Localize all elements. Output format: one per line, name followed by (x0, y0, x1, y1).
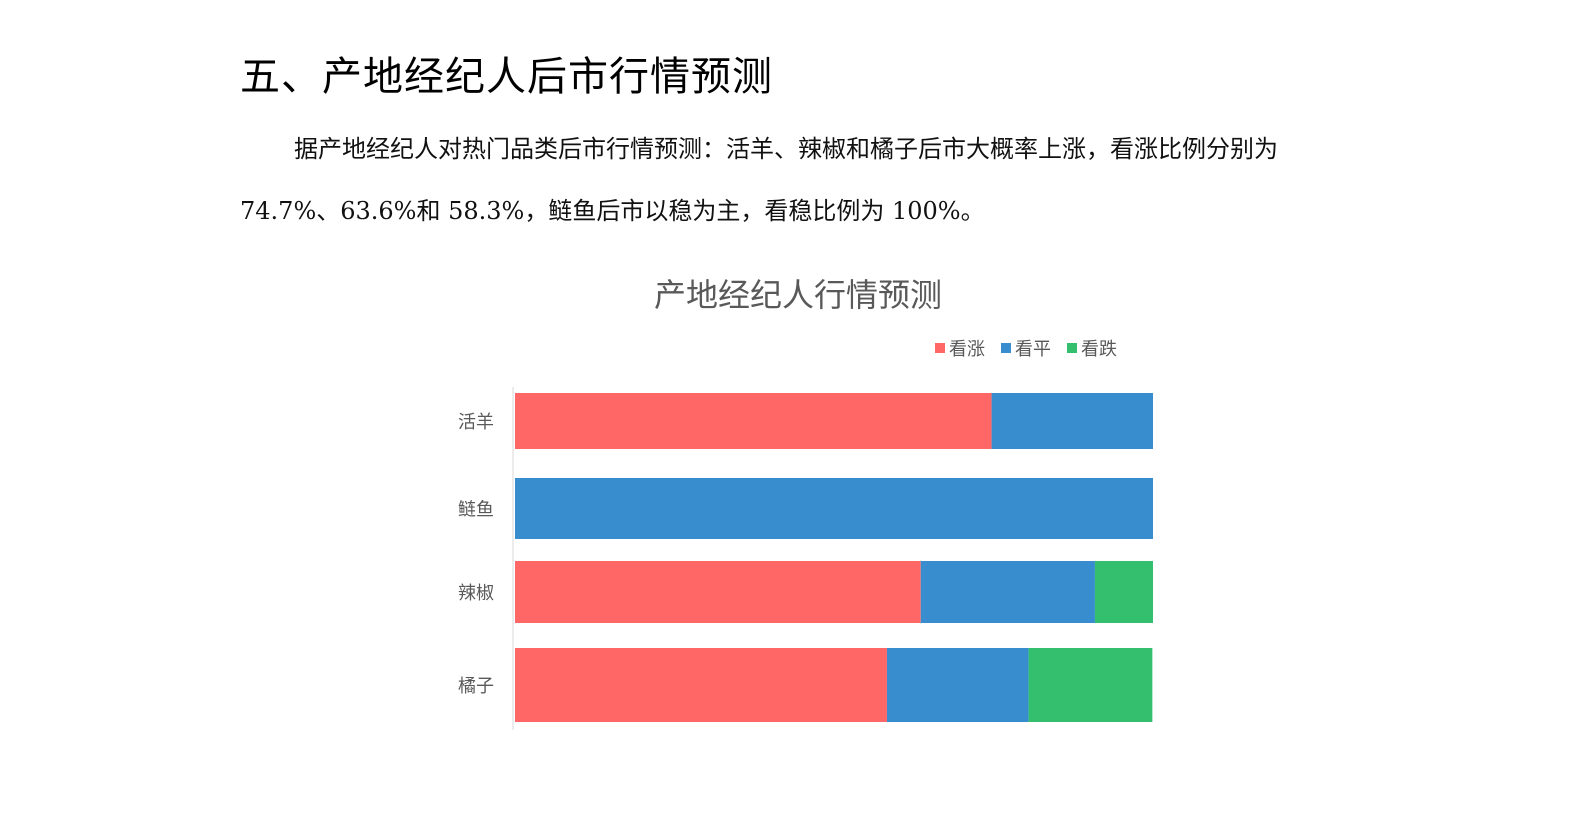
legend-label: 看平 (1015, 339, 1051, 360)
bar-segment-3-3 (1094, 561, 1153, 623)
bar-segment-2-2 (515, 478, 1153, 539)
category-label: 鲢鱼 (458, 500, 494, 521)
bar-segment-4-2 (886, 648, 1029, 722)
category-label: 橘子 (458, 676, 494, 697)
chart-legend: 看涨 看平 看跌 (935, 339, 1117, 360)
bar-segment-4-1 (515, 648, 887, 722)
legend-swatch (935, 343, 945, 353)
bar-segment-1-2 (991, 393, 1153, 449)
legend-swatch (1067, 343, 1077, 353)
bar-segment-3-2 (920, 561, 1095, 623)
legend-label: 看跌 (1081, 339, 1117, 360)
bar-group (515, 393, 1153, 722)
chart-title: 产地经纪人行情预测 (654, 276, 942, 314)
bar-segment-3-1 (515, 561, 921, 623)
legend-swatch (1001, 343, 1011, 353)
section-heading: 五、产地经纪人后市行情预测 (240, 54, 773, 100)
bar-segment-1-1 (515, 393, 992, 449)
category-label: 活羊 (458, 412, 494, 433)
category-label: 辣椒 (458, 583, 494, 604)
legend-label: 看涨 (949, 339, 985, 360)
bar-segment-4-3 (1028, 648, 1153, 722)
body-paragraph: 据产地经纪人对热门品类后市行情预测：活羊、辣椒和橘子后市大概率上涨，看涨比例分别… (240, 135, 1278, 225)
